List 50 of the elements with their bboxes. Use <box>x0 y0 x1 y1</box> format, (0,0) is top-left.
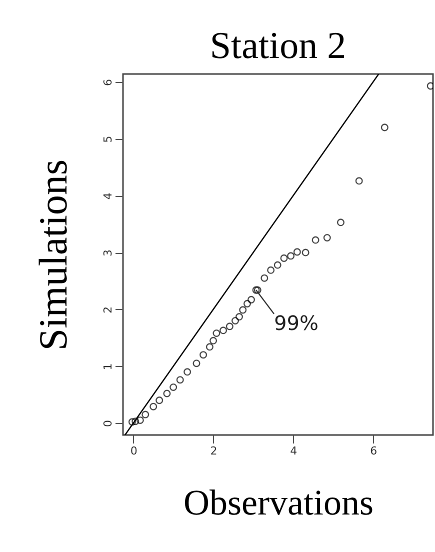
point <box>293 248 301 256</box>
point <box>206 343 214 351</box>
point <box>210 336 218 344</box>
point <box>128 418 136 426</box>
point <box>132 418 140 426</box>
point <box>176 376 184 384</box>
y-tick-label: 5 <box>102 136 114 143</box>
point <box>170 383 178 391</box>
y-tick-label: 6 <box>102 78 114 86</box>
point <box>235 312 244 321</box>
point <box>260 274 268 282</box>
point <box>355 177 363 185</box>
x-axis-title: Observations <box>184 482 374 522</box>
point <box>267 266 275 274</box>
point <box>243 300 251 308</box>
point <box>226 322 234 330</box>
point <box>323 234 331 242</box>
y-tick-label: 3 <box>102 250 114 257</box>
point <box>239 306 247 314</box>
point <box>163 390 171 398</box>
point <box>280 254 288 262</box>
annotation: 99% <box>274 310 318 335</box>
point <box>247 296 255 304</box>
y-tick-label: 2 <box>102 306 114 314</box>
chart-title: Station 2 <box>210 25 346 67</box>
y-tick-label: 0 <box>102 420 114 428</box>
point <box>150 402 158 410</box>
point <box>231 316 240 324</box>
point <box>287 252 295 260</box>
point <box>380 124 388 132</box>
point <box>312 236 320 244</box>
point <box>426 82 433 90</box>
x-tick-label: 0 <box>130 444 138 458</box>
point <box>302 248 310 256</box>
point <box>212 329 220 337</box>
point <box>274 261 282 269</box>
point <box>220 326 228 334</box>
x-tick-label: 4 <box>290 444 298 458</box>
point <box>136 416 144 424</box>
x-tick-label: 2 <box>210 444 218 458</box>
point <box>192 360 200 368</box>
point <box>200 351 208 359</box>
point <box>156 396 164 404</box>
point <box>336 218 344 226</box>
y-axis-title: Simulations <box>30 159 76 351</box>
y-tick-label: 1 <box>102 363 114 370</box>
point <box>142 410 150 418</box>
y-tick-label: 4 <box>102 192 114 200</box>
x-tick-label: 6 <box>370 444 378 458</box>
point <box>184 368 192 376</box>
